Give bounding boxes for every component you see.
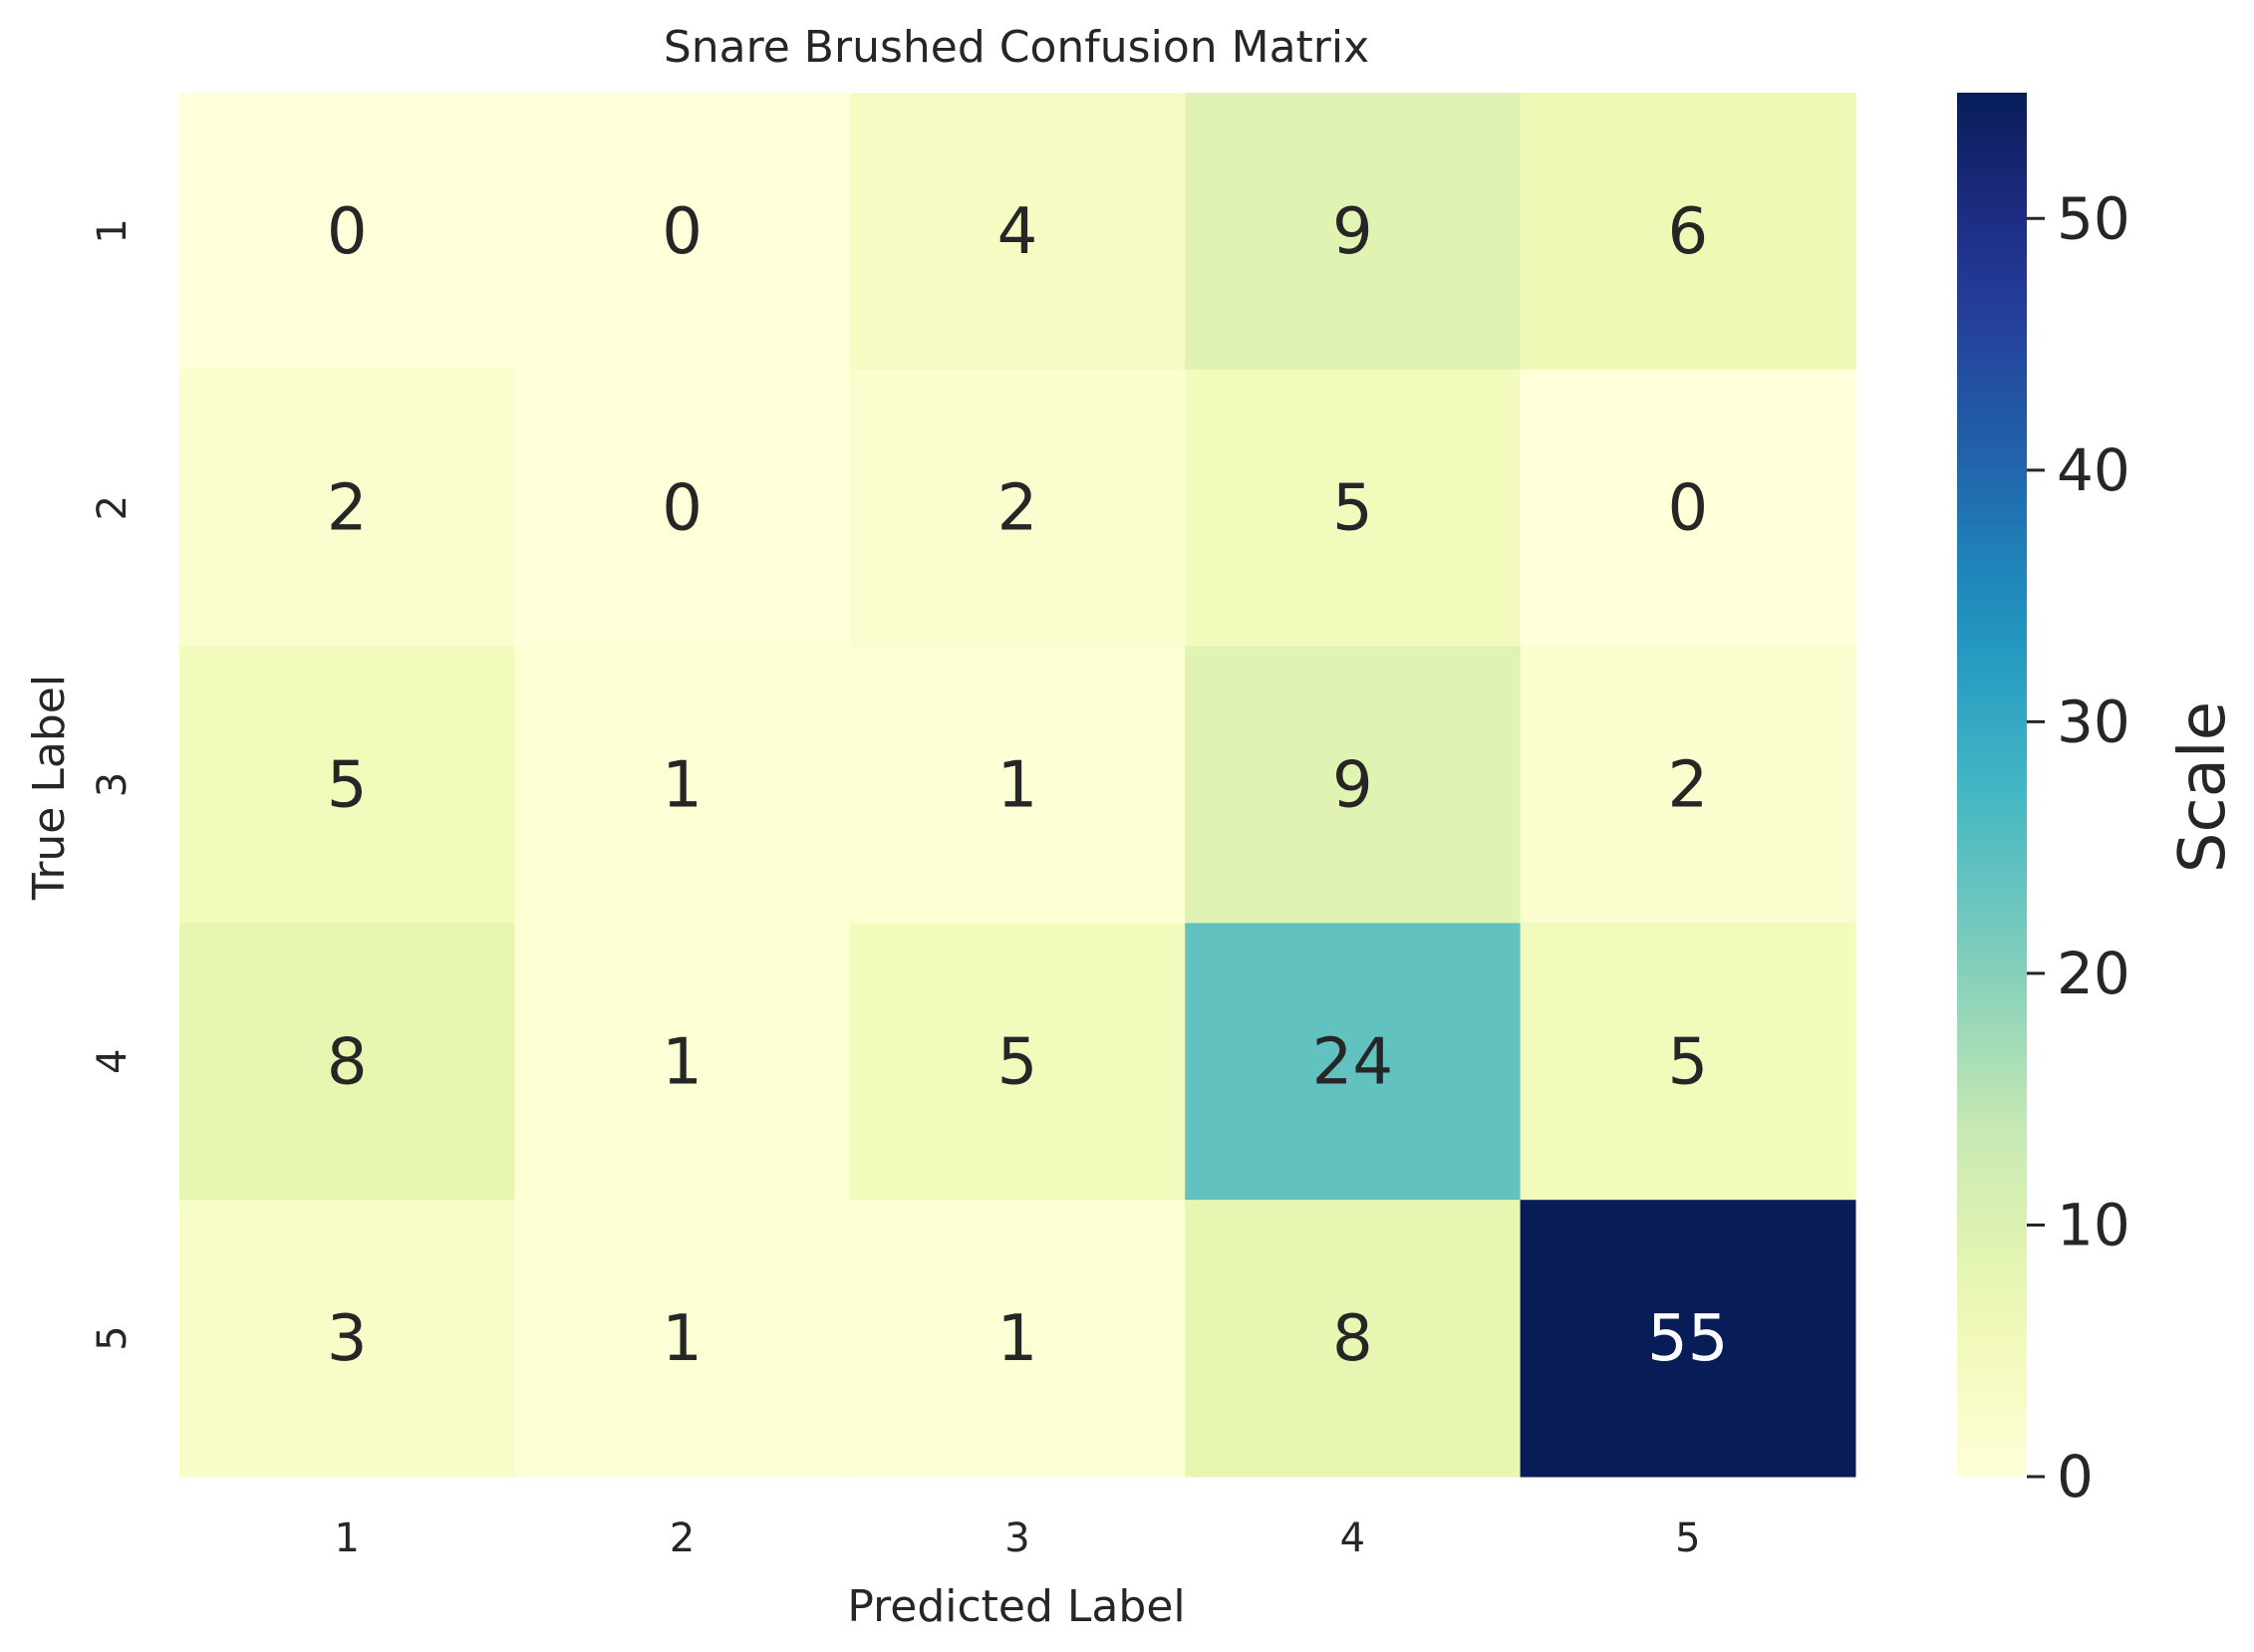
cell-value-r4-c1: 8 bbox=[327, 1025, 368, 1099]
x-tick-label-5: 5 bbox=[1675, 1515, 1700, 1561]
cell-value-r2-c2: 0 bbox=[662, 472, 703, 546]
colorbar bbox=[1957, 93, 2027, 1477]
cell-value-r1-c3: 4 bbox=[997, 195, 1038, 269]
cell-value-r4-c5: 5 bbox=[1667, 1025, 1708, 1099]
y-axis-ticks: 1 2 3 4 5 bbox=[90, 218, 136, 1351]
cell-value-r1-c2: 0 bbox=[662, 195, 703, 269]
cell-value-r5-c5: 55 bbox=[1647, 1302, 1728, 1376]
cell-value-r1-c4: 9 bbox=[1332, 195, 1373, 269]
cell-value-r3-c3: 1 bbox=[997, 749, 1038, 823]
x-axis-label: Predicted Label bbox=[847, 1581, 1185, 1632]
colorbar-tick-label-30: 30 bbox=[2057, 688, 2130, 755]
colorbar-tick-label-0: 0 bbox=[2057, 1443, 2094, 1511]
heatmap-cell-r2-c3 bbox=[849, 369, 1186, 648]
chart-title: Snare Brushed Confusion Matrix bbox=[664, 22, 1369, 73]
cell-value-r3-c2: 1 bbox=[662, 749, 703, 823]
y-tick-label-1: 1 bbox=[90, 218, 136, 243]
x-tick-label-2: 2 bbox=[670, 1515, 695, 1561]
colorbar-tick-label-40: 40 bbox=[2057, 436, 2130, 504]
x-tick-label-3: 3 bbox=[1004, 1515, 1029, 1561]
heatmap-cell-r3-c1 bbox=[179, 646, 515, 924]
cell-value-r2-c1: 2 bbox=[327, 472, 368, 546]
cell-value-r3-c5: 2 bbox=[1667, 749, 1708, 823]
heatmap-cell-r2-c4 bbox=[1185, 369, 1522, 648]
heatmap-cells bbox=[179, 93, 1856, 1478]
heatmap-cell-r4-c3 bbox=[849, 923, 1186, 1201]
heatmap-cell-r1-c5 bbox=[1520, 93, 1856, 371]
cell-value-r2-c5: 0 bbox=[1667, 472, 1708, 546]
colorbar-tick-label-50: 50 bbox=[2057, 184, 2130, 252]
heatmap-cell-r5-c1 bbox=[179, 1200, 515, 1478]
heatmap-cell-r3-c2 bbox=[514, 646, 851, 924]
cell-value-r5-c4: 8 bbox=[1332, 1302, 1373, 1376]
heatmap-cell-r4-c1 bbox=[179, 923, 515, 1201]
heatmap-cell-r4-c4 bbox=[1185, 923, 1522, 1201]
heatmap-cell-r1-c4 bbox=[1185, 93, 1522, 371]
x-tick-label-1: 1 bbox=[334, 1515, 359, 1561]
cell-value-r5-c1: 3 bbox=[327, 1302, 368, 1376]
heatmap-cell-r1-c1 bbox=[179, 93, 515, 371]
cell-value-r2-c3: 2 bbox=[997, 472, 1038, 546]
heatmap-cell-r2-c5 bbox=[1520, 369, 1856, 648]
y-tick-label-4: 4 bbox=[90, 1049, 136, 1074]
cell-value-r3-c4: 9 bbox=[1332, 749, 1373, 823]
cell-value-r1-c5: 6 bbox=[1667, 195, 1708, 269]
heatmap-cell-r3-c4 bbox=[1185, 646, 1522, 924]
heatmap-cell-r4-c5 bbox=[1520, 923, 1856, 1201]
heatmap-cell-r2-c1 bbox=[179, 369, 515, 648]
cell-value-r4-c4: 24 bbox=[1312, 1025, 1393, 1099]
heatmap-cell-r3-c3 bbox=[849, 646, 1186, 924]
heatmap-cell-r1-c3 bbox=[849, 93, 1186, 371]
y-tick-label-5: 5 bbox=[90, 1325, 136, 1350]
cell-value-r3-c1: 5 bbox=[327, 749, 368, 823]
cell-value-r1-c1: 0 bbox=[327, 195, 368, 269]
heatmap-cell-r2-c2 bbox=[514, 369, 851, 648]
x-axis-ticks: 1 2 3 4 5 bbox=[334, 1515, 1700, 1561]
heatmap-cell-r4-c2 bbox=[514, 923, 851, 1201]
cell-value-r4-c3: 5 bbox=[997, 1025, 1038, 1099]
cell-value-r2-c4: 5 bbox=[1332, 472, 1373, 546]
colorbar-ticks: 0 10 20 30 40 50 bbox=[2027, 184, 2130, 1511]
y-tick-label-2: 2 bbox=[90, 495, 136, 520]
heatmap-cell-r1-c2 bbox=[514, 93, 851, 371]
cell-value-r5-c3: 1 bbox=[997, 1302, 1038, 1376]
cell-value-r5-c2: 1 bbox=[662, 1302, 703, 1376]
colorbar-tick-label-20: 20 bbox=[2057, 940, 2130, 1007]
colorbar-tick-label-10: 10 bbox=[2057, 1191, 2130, 1258]
heatmap-cell-r5-c2 bbox=[514, 1200, 851, 1478]
colorbar-label: Scale bbox=[2166, 701, 2240, 873]
heatmap-cell-labels: 0 0 4 9 6 2 0 2 5 0 5 1 1 9 2 8 1 5 24 5 3 1 1 8 55 bbox=[327, 195, 1729, 1376]
y-axis-label: True Label bbox=[24, 675, 75, 901]
cell-value-r4-c2: 1 bbox=[662, 1025, 703, 1099]
heatmap-cell-r5-c5 bbox=[1520, 1200, 1856, 1478]
x-tick-label-4: 4 bbox=[1340, 1515, 1365, 1561]
heatmap-cell-r3-c5 bbox=[1520, 646, 1856, 924]
heatmap-cell-r5-c3 bbox=[849, 1200, 1186, 1478]
y-tick-label-3: 3 bbox=[90, 772, 136, 797]
heatmap-cell-r5-c4 bbox=[1185, 1200, 1522, 1478]
